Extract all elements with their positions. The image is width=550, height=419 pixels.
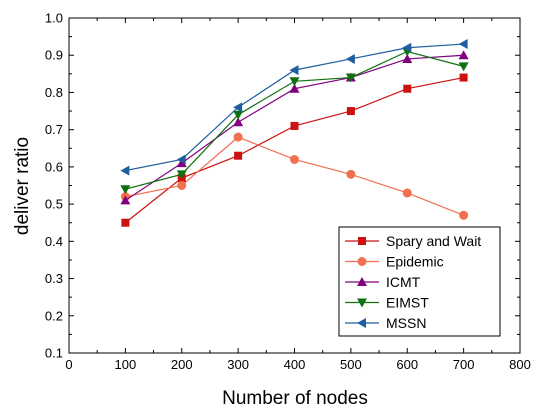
series-mssn: [120, 39, 468, 176]
data-point: [290, 121, 299, 130]
data-point: [290, 154, 299, 164]
legend-entry: MSSN: [345, 315, 426, 331]
series-icmt: [120, 50, 469, 205]
legend-entry: Spary and Wait: [345, 233, 481, 249]
data-point: [458, 39, 468, 50]
series-line: [125, 76, 464, 224]
legend-label: EIMST: [386, 295, 429, 311]
data-point: [233, 102, 243, 113]
data-point: [346, 107, 355, 116]
y-tick-label: 0.2: [45, 308, 63, 323]
data-point: [403, 84, 412, 93]
y-tick-label: 0.6: [45, 159, 63, 174]
legend-marker: [357, 257, 367, 266]
data-point: [458, 50, 469, 60]
x-tick-label: 100: [115, 357, 137, 372]
legend-label: Epidemic: [386, 254, 444, 270]
y-tick-label: 0.5: [45, 197, 63, 212]
data-point: [402, 53, 413, 63]
data-point: [233, 110, 244, 120]
x-tick-label: 0: [65, 357, 72, 372]
legend-marker: [358, 237, 366, 245]
data-point: [176, 154, 186, 165]
data-point: [234, 151, 243, 160]
data-point: [402, 42, 412, 53]
y-tick-label: 1.0: [45, 11, 63, 26]
x-tick-label: 400: [284, 357, 306, 372]
series-layer: [120, 39, 469, 227]
legend-entry: Epidemic: [345, 254, 444, 270]
data-point: [346, 169, 356, 179]
y-tick-label: 0.4: [45, 234, 63, 249]
y-tick-label: 0.3: [45, 271, 63, 286]
data-point: [345, 73, 356, 83]
series-epidemic: [120, 132, 469, 220]
series-line: [125, 43, 464, 172]
data-point: [289, 83, 300, 93]
x-tick-label: 500: [340, 357, 362, 372]
legend-label: Spary and Wait: [386, 233, 481, 249]
x-tick-label: 700: [453, 357, 475, 372]
legend-entry: EIMST: [345, 295, 429, 311]
legend-marker: [357, 318, 366, 328]
data-point: [459, 210, 469, 220]
x-axis: 0 100 200 300 400 500 600 700 800: [65, 18, 531, 372]
data-point: [402, 188, 412, 198]
x-tick-label: 200: [171, 357, 193, 372]
legend-label: ICMT: [386, 274, 421, 290]
data-point: [233, 132, 243, 142]
y-axis: 0.1 0.2 0.3 0.4 0.5 0.6 0.7 0.8 0.9 1.0: [45, 11, 520, 361]
data-point: [458, 62, 469, 72]
y-axis-title: deliver ratio: [12, 137, 33, 235]
data-point: [176, 158, 187, 168]
x-tick-label: 600: [396, 357, 418, 372]
data-point: [120, 185, 131, 195]
data-point: [233, 117, 244, 127]
legend-marker: [357, 277, 367, 286]
series-spary-and-wait: [121, 73, 468, 227]
y-tick-label: 0.1: [45, 346, 63, 361]
y-tick-label: 0.8: [45, 85, 63, 100]
y-tick-label: 0.7: [45, 122, 63, 137]
data-point: [177, 181, 187, 190]
data-point: [121, 218, 130, 227]
y-tick-label: 0.9: [45, 48, 63, 63]
x-tick-label: 300: [227, 357, 249, 372]
data-point: [459, 73, 468, 82]
data-point: [289, 77, 300, 87]
legend-entry: ICMT: [345, 274, 421, 290]
data-point: [176, 170, 187, 180]
data-point: [120, 195, 131, 205]
data-point: [345, 53, 355, 64]
x-axis-title: Number of nodes: [222, 388, 368, 409]
x-tick-label: 800: [509, 357, 531, 372]
data-point: [120, 165, 130, 176]
legend: Spary and Wait Epidemic ICMT EIMST MSSN: [338, 226, 501, 337]
legend-label: MSSN: [386, 315, 426, 331]
data-point: [289, 65, 299, 76]
legend-marker: [357, 298, 367, 308]
